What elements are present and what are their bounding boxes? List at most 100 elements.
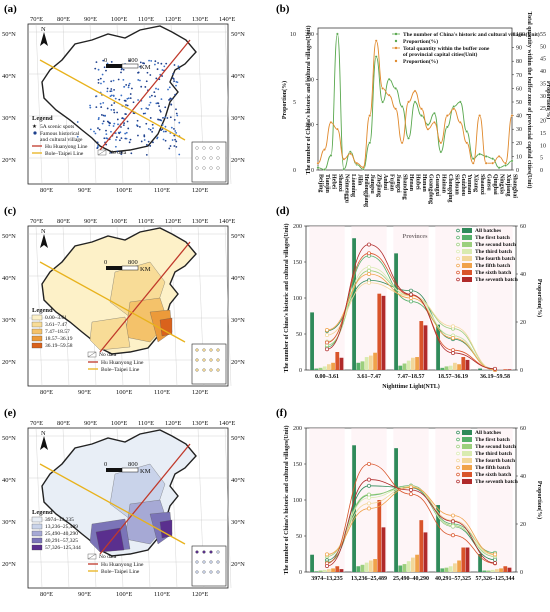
lat-tick-label-right: 20°N (231, 157, 245, 164)
inset-island (202, 348, 206, 352)
bar (352, 238, 356, 370)
village-point (164, 130, 167, 133)
village-point (103, 137, 106, 140)
inset-island (216, 560, 220, 564)
lat-tick-label: 50°N (2, 435, 16, 442)
bar (335, 566, 340, 572)
village-point (143, 139, 146, 141)
panel-label-c: (c) (4, 205, 17, 217)
village-point (100, 106, 103, 108)
panel-label-f: (f) (276, 407, 287, 419)
scale-label-0: 0 (104, 259, 107, 266)
village-point (95, 106, 98, 109)
legend-marker (456, 458, 460, 463)
proportion-point (367, 495, 371, 500)
proportion-point (451, 336, 455, 340)
no-data-hatch (97, 149, 107, 156)
village-point (173, 80, 176, 83)
y2-tick-label: 90 (516, 46, 522, 52)
lat-tick-label-right: 40°N (231, 477, 245, 484)
lat-tick-label: 40°N (2, 477, 16, 484)
x-tick-label: Ningxia (499, 174, 505, 194)
x-tick-label: Shaanxi (479, 174, 485, 195)
y2-outer-tick-label: 25 (540, 106, 546, 112)
village-point (139, 79, 141, 82)
lon-tick-label: 80°E (57, 218, 70, 225)
series-point (413, 100, 417, 104)
bar (310, 312, 314, 370)
legend-entry: of provincial capital cities(Unit) (403, 51, 477, 58)
legend-entry: The seventh batch (475, 479, 518, 485)
map-content (39, 429, 197, 557)
village-point (107, 121, 110, 124)
inset-island (216, 146, 220, 150)
category-band (309, 428, 345, 572)
bar (415, 357, 419, 370)
lon-tick-label: 140°E (219, 420, 235, 427)
y-tick-label: 200 (305, 77, 314, 83)
lon-tick-label: 80°E (57, 420, 70, 427)
series-point (491, 157, 494, 161)
legend-class-label: 57,326–125,344 (45, 545, 81, 551)
series-point (407, 100, 410, 104)
legend-swatch (31, 321, 43, 328)
village-point (124, 132, 127, 135)
bar (369, 560, 373, 572)
village-point (164, 106, 167, 109)
lat-tick-label-right: 30°N (231, 317, 245, 324)
chart-panel-b: 0100200300051001020304050607080901000510… (281, 12, 550, 240)
lon-tick-label: 90°E (84, 420, 97, 427)
bar (377, 500, 382, 572)
inset-island (195, 368, 199, 372)
scale-unit-km: KM (140, 266, 151, 273)
series-point (426, 123, 430, 127)
bottom-lon-tick-label: 110°E (154, 591, 170, 598)
series-point (497, 166, 501, 170)
village-point (110, 108, 113, 111)
legend-swatch (462, 444, 472, 449)
legend-swatch (31, 328, 43, 335)
category-band (477, 226, 513, 370)
lon-tick-label: 80°E (57, 16, 70, 23)
village-point (127, 84, 130, 87)
lat-tick-label-right: 20°N (231, 561, 245, 568)
village-point (163, 65, 166, 68)
village-point (155, 87, 157, 90)
inset-island (209, 560, 213, 564)
x-tick-label: Hunan (421, 174, 427, 192)
legend-swatch (31, 342, 43, 349)
village-point (150, 60, 153, 62)
x-tick-label: Jiangsu (369, 174, 375, 194)
village-point (120, 137, 123, 140)
y2-outer-tick-label: 55 (540, 32, 546, 38)
proportion-point (451, 524, 455, 529)
inset-island (195, 348, 199, 352)
proportion-point (451, 533, 455, 538)
meridian-line (35, 225, 43, 387)
bar (369, 355, 373, 370)
legend-entry: The first batch (475, 437, 510, 443)
inset-island (202, 146, 206, 150)
scale-bar-white (121, 63, 139, 69)
inset-island (209, 348, 213, 352)
legend-scenic-spots: 5A scenic spots (40, 124, 74, 130)
bar (339, 357, 344, 370)
category-band (351, 428, 387, 572)
x-tick-label: Henan (408, 174, 414, 192)
scale-bar-black (106, 266, 122, 270)
village-point (172, 72, 174, 75)
legend-swatch (31, 335, 43, 342)
series-point (394, 87, 397, 90)
inset-island (209, 166, 213, 170)
map-panel-a: 70°E 80°E 90°E 100°E 110°E 120°E 130°E 140°E 50°… (2, 16, 245, 194)
proportion-point (367, 461, 371, 466)
series-point (348, 152, 352, 156)
bar (444, 366, 449, 370)
legend-bole-label: Bole–Taipei Line (45, 151, 84, 157)
village-point (100, 82, 102, 85)
village-point (175, 108, 177, 111)
village-point (149, 145, 152, 147)
bottom-lon-tick-label: 100°E (116, 187, 132, 194)
series-point (452, 107, 456, 111)
series-point (484, 155, 488, 158)
